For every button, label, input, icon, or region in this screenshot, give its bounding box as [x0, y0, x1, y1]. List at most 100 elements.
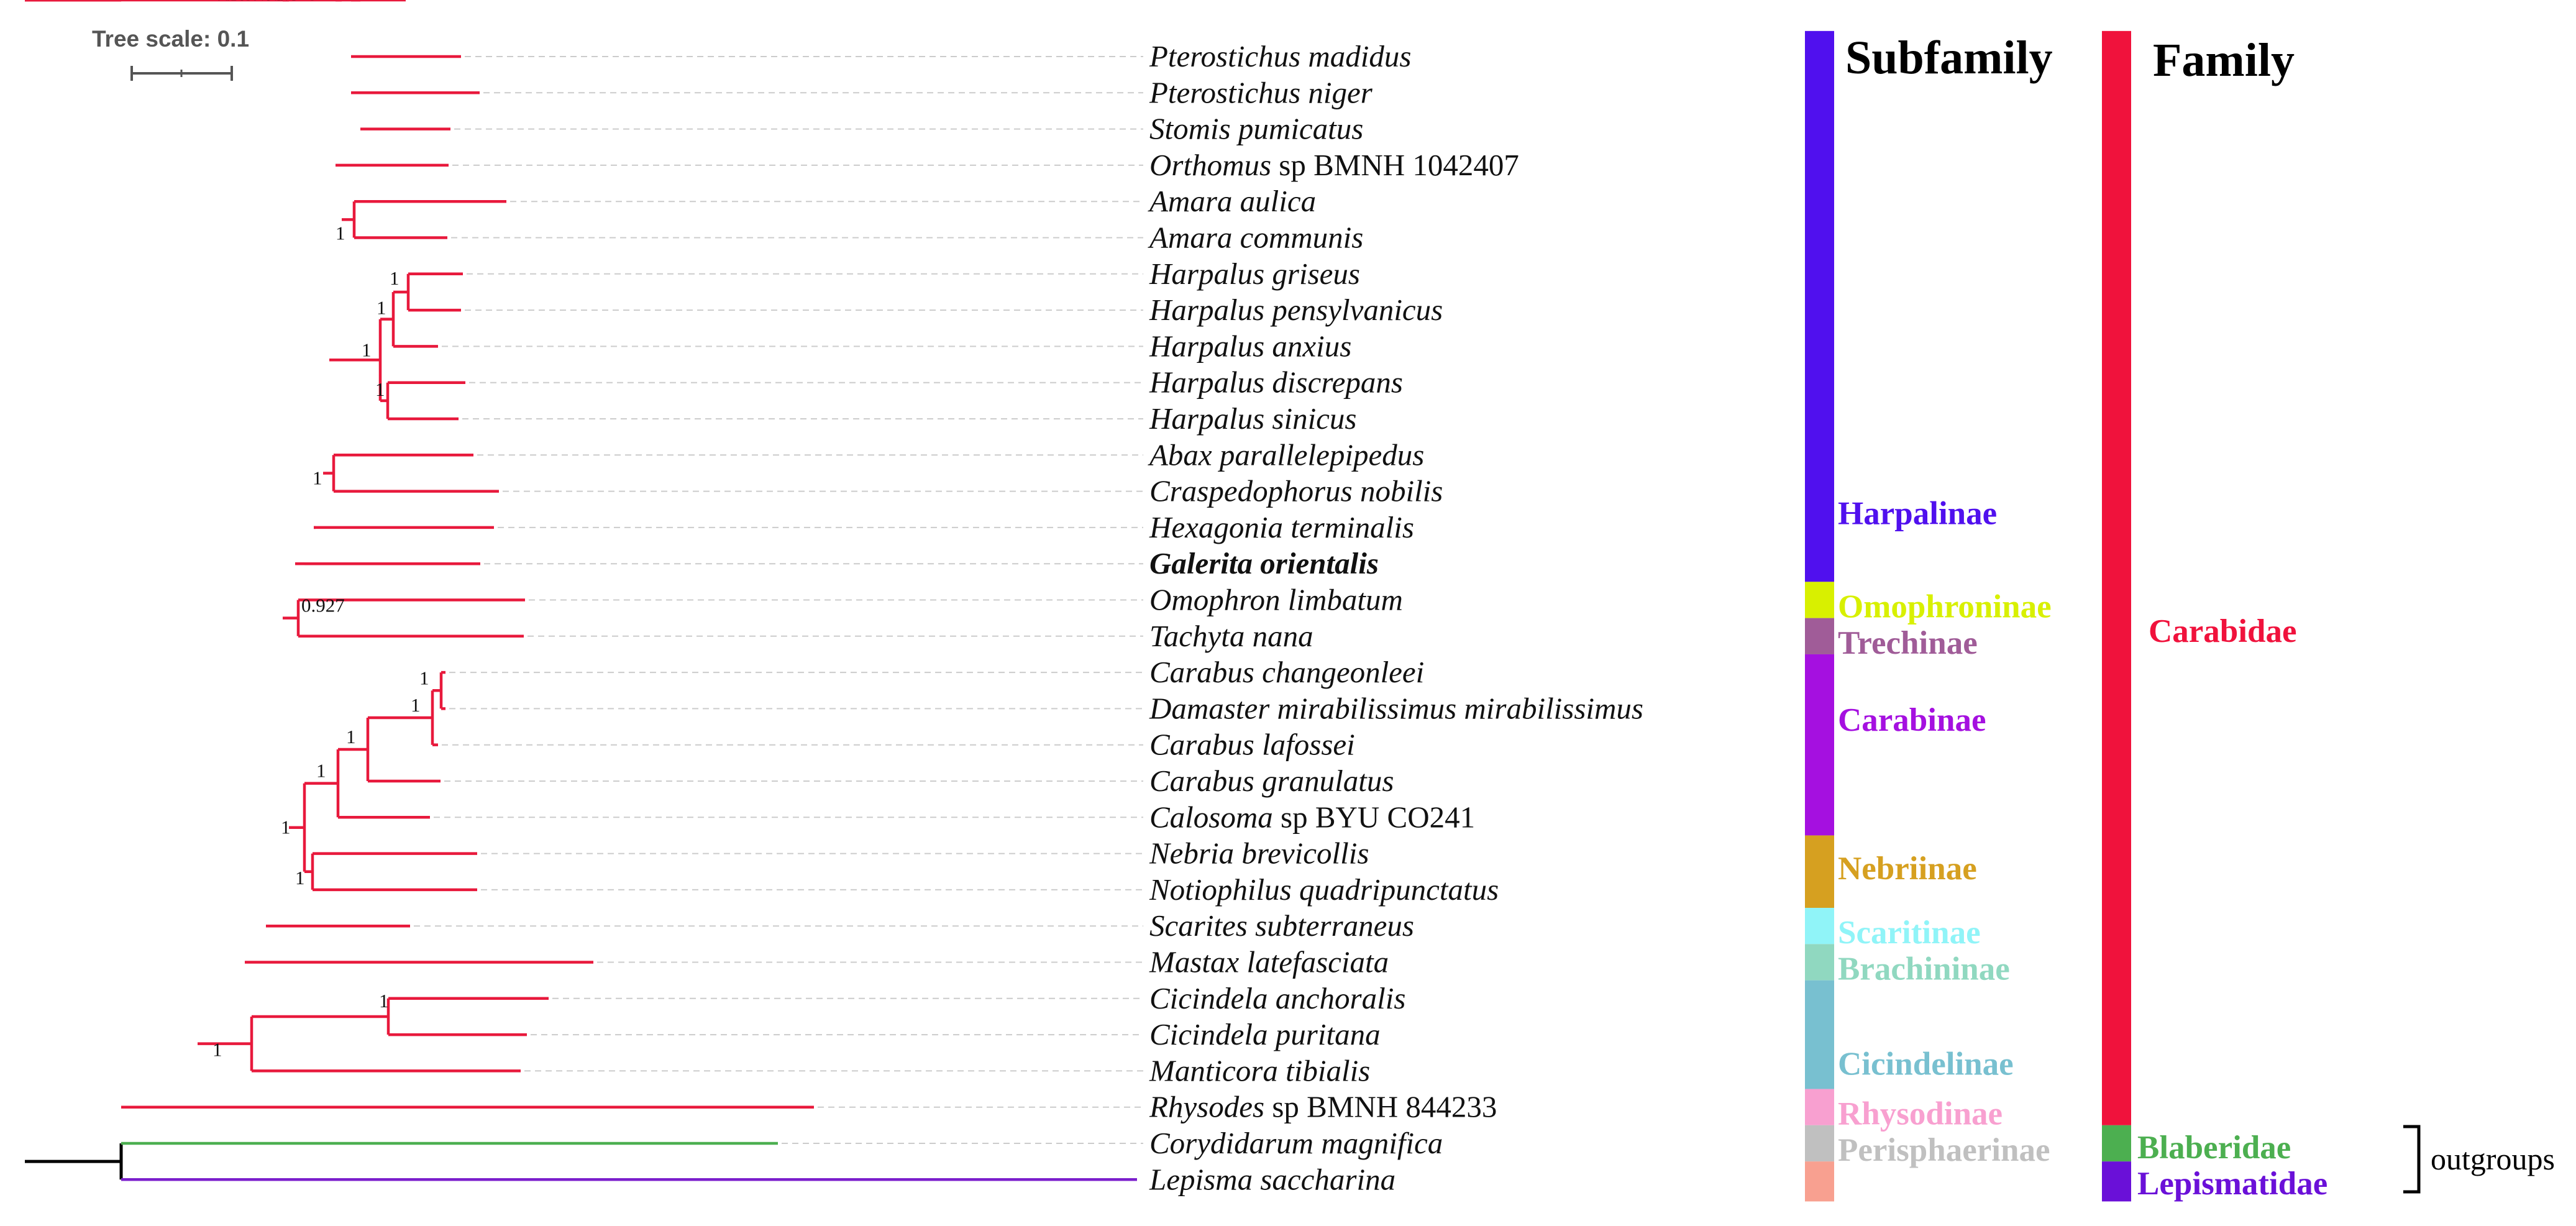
taxon-name: Harpalus pensylvanicus [1149, 293, 1443, 327]
subfamily-bar [1805, 944, 1834, 981]
leader-lines [414, 56, 1143, 1144]
family-label: Carabidae [2149, 613, 2297, 649]
taxon-name: Stomis pumicatus [1149, 112, 1363, 146]
taxon-label: Calosoma sp BYU CO241 [1149, 800, 1475, 834]
support-value: 1 [419, 667, 429, 688]
subfamily-header: Subfamily [1845, 32, 2053, 84]
support-value: 1 [326, 0, 336, 4]
support-value: 1 [411, 694, 421, 716]
support-value: 1 [346, 726, 356, 748]
taxon-label: Corydidarum magnifica [1149, 1126, 1443, 1160]
taxon-name: Galerita orientalis [1149, 546, 1379, 580]
taxon-name: Pterostichus madidus [1149, 39, 1411, 73]
support-value: 1 [375, 378, 385, 400]
taxon-name: Tachyta nana [1149, 619, 1313, 653]
support-value: 1 [295, 867, 305, 889]
subfamily-bar [1805, 30, 1834, 582]
taxon-label: Omophron limbatum [1149, 583, 1403, 617]
taxon-name: Abax parallelepipedus [1148, 437, 1424, 472]
taxon-label: Scarites subterraneus [1149, 908, 1414, 943]
tree-scale-label: Tree scale: 0.1 [92, 26, 249, 52]
support-value: 1 [281, 817, 291, 838]
support-value: 1 [212, 1039, 222, 1061]
support-value: 1 [317, 0, 327, 4]
taxon-label: Harpalus sinicus [1149, 401, 1357, 436]
taxon-name: Amara aulica [1148, 184, 1316, 218]
taxon-name: Mastax latefasciata [1149, 945, 1389, 979]
taxon-label: Cicindela puritana [1149, 1017, 1381, 1051]
taxon-label: Cicindela anchoralis [1149, 981, 1405, 1015]
subfamily-bar [1805, 835, 1834, 908]
subfamily-label: Brachininae [1838, 951, 2010, 987]
subfamily-bar [1805, 1161, 1834, 1202]
taxon-name: Corydidarum magnifica [1149, 1126, 1443, 1160]
subfamily-label: Scaritinae [1838, 915, 1981, 951]
support-value: 1 [311, 0, 321, 4]
taxon-label: Amara aulica [1148, 184, 1316, 218]
taxon-name: Harpalus anxius [1149, 329, 1351, 363]
phylogenetic-tree [25, 0, 1137, 1181]
outgroups-bracket: outgroups [2403, 1125, 2555, 1194]
family-header: Family [2153, 34, 2295, 86]
taxon-label: Carabus lafossei [1149, 728, 1355, 762]
taxon-label: Pterostichus madidus [1149, 39, 1411, 73]
taxon-suffix: sp BYU CO241 [1273, 800, 1475, 834]
taxon-name: Amara communis [1148, 221, 1363, 255]
taxon-name: Cicindela anchoralis [1149, 981, 1405, 1015]
taxon-name: Calosoma [1149, 800, 1273, 834]
taxon-name: Rhysodes [1149, 1090, 1264, 1124]
taxon-label: Hexagonia terminalis [1149, 510, 1414, 544]
taxon-suffix: sp BMNH 1042407 [1271, 148, 1519, 182]
support-value: 1 [313, 467, 322, 488]
taxon-label: Harpalus anxius [1149, 329, 1351, 363]
taxon-label: Tachyta nana [1149, 619, 1313, 653]
family-bar [2102, 30, 2131, 1125]
subfamily-label: Rhysodinae [1838, 1096, 2003, 1132]
taxon-name: Pterostichus niger [1149, 75, 1373, 109]
support-value: 1 [367, 0, 377, 4]
outgroups-label: outgroups [2431, 1141, 2555, 1176]
taxon-name: Carabus changeonleei [1149, 655, 1424, 689]
taxon-label: Carabus granulatus [1149, 764, 1394, 798]
support-value: 1 [379, 990, 389, 1012]
support-value: 1 [362, 339, 372, 360]
taxon-name: Carabus granulatus [1149, 764, 1394, 798]
taxon-label: Mastax latefasciata [1149, 945, 1389, 979]
taxon-label: Notiophilus quadripunctatus [1149, 872, 1499, 907]
taxon-label: Amara communis [1148, 221, 1363, 255]
taxon-label: Carabus changeonleei [1149, 655, 1424, 689]
family-bar [2102, 1125, 2131, 1162]
support-value: 0.927 [301, 595, 345, 616]
family-bar [2102, 1161, 2131, 1202]
taxon-label: Harpalus discrepans [1149, 365, 1403, 400]
support-values: 111110.67911110.961110.9940.9270.9270.92… [78, 0, 429, 1061]
support-value: 1 [377, 297, 386, 319]
taxon-suffix: sp BMNH 844233 [1264, 1090, 1497, 1124]
taxon-name: Harpalus sinicus [1149, 401, 1357, 436]
support-value: 0.679 [275, 0, 318, 4]
taxon-label: Damaster mirabilissimus mirabilissimus [1149, 691, 1643, 725]
taxon-name: Scarites subterraneus [1149, 908, 1414, 943]
support-value: 0.927 [224, 0, 267, 4]
family-label: Blaberidae [2137, 1130, 2291, 1166]
taxon-name: Omophron limbatum [1149, 583, 1403, 617]
support-value: 1 [78, 0, 88, 4]
subfamily-bar [1805, 582, 1834, 618]
taxon-label: Manticora tibialis [1149, 1053, 1370, 1087]
tree-scale: Tree scale: 0.1 [92, 26, 249, 81]
subfamily-bar [1805, 908, 1834, 945]
support-value: 1 [316, 760, 326, 782]
subfamily-label: Cicindelinae [1838, 1046, 2014, 1082]
subfamily-label: Nebriinae [1838, 851, 1977, 887]
taxon-name: Orthomus [1149, 148, 1271, 182]
taxon-name: Manticora tibialis [1149, 1053, 1370, 1087]
taxon-label: Pterostichus niger [1149, 75, 1373, 109]
taxon-name: Craspedophorus nobilis [1149, 474, 1443, 508]
support-value: 0.961 [263, 0, 307, 4]
taxon-name: Harpalus discrepans [1149, 365, 1403, 400]
support-value: 0.927 [230, 0, 273, 4]
subfamily-bar [1805, 618, 1834, 654]
